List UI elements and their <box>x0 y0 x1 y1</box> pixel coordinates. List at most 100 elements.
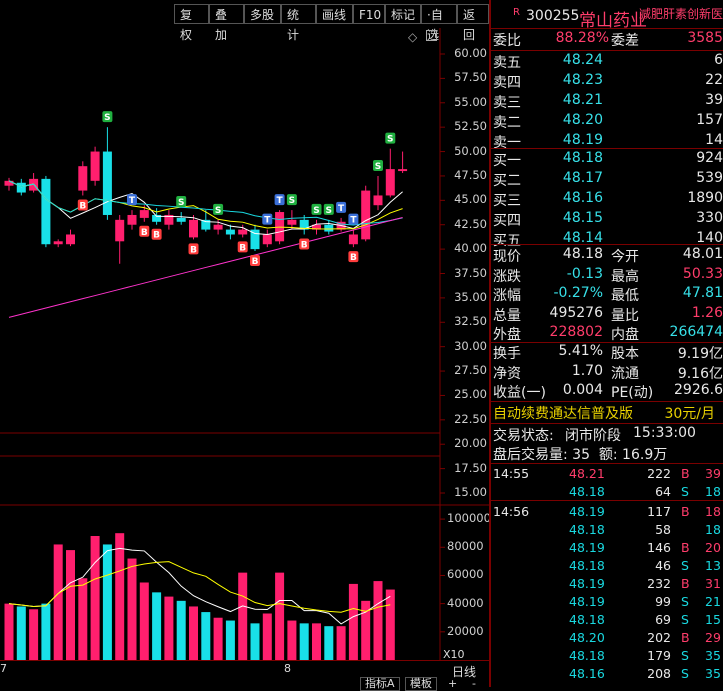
weibi-row: 委比 88.28% 委差 3585 <box>493 30 723 50</box>
price-tick-label: 55.00 <box>454 94 487 109</box>
toolbar-button-biaoji[interactable]: 标记 <box>385 4 421 24</box>
weibi-label: 委比 <box>493 33 521 49</box>
tick-row: 48.19 232 B 31 <box>493 576 723 594</box>
tick-price: 48.19 <box>569 540 605 555</box>
quote-label: 最低 <box>611 288 639 304</box>
trade-status-row: 交易状态: 闭市阶段 15:33:00 <box>493 425 723 445</box>
period-tab-day[interactable]: 日线 <box>452 665 477 679</box>
quote-label: 内盘 <box>611 327 639 343</box>
tick-row: 48.19 99 S 21 <box>493 594 723 612</box>
toolbar-button-tongji[interactable]: 统计 <box>281 4 316 42</box>
square-icon[interactable] <box>426 30 437 41</box>
tick-direction: S <box>681 484 689 499</box>
volume-bar <box>102 544 112 660</box>
tick-row: 48.18 46 S 13 <box>493 558 723 576</box>
price-tick-label: 15.00 <box>454 485 487 499</box>
tick-row: 14:56 48.19 117 B 18 <box>493 504 723 522</box>
toolbar-button-zixuan[interactable]: ·自选 <box>421 4 457 42</box>
tick-volume: 179 <box>647 648 671 663</box>
bid-label: 买三 <box>493 193 521 209</box>
tab-indicator[interactable]: 指标A <box>360 677 400 691</box>
toolbar-button-fanhui[interactable]: 返回 <box>457 4 489 42</box>
ask-row: 卖二 48.20 157 <box>493 112 723 132</box>
volume-bar <box>336 626 346 660</box>
price-tick-label: 57.50 <box>454 70 487 85</box>
volume-bar <box>53 544 63 660</box>
fundamental-label: 换手 <box>493 346 521 362</box>
tick-direction: S <box>681 666 689 681</box>
diamond-icon[interactable]: ◇ <box>408 30 418 44</box>
divider <box>491 244 723 245</box>
tick-row: 48.18 64 S 18 <box>493 484 723 502</box>
toolbar-button-f10[interactable]: F10 <box>353 4 385 24</box>
price-tick-label: 47.50 <box>454 167 487 182</box>
candle-body <box>287 219 297 225</box>
weicha-value: 3585 <box>687 30 723 46</box>
signal-marker-label: S <box>326 206 332 216</box>
fundamental-row: 换手 5.41% 股本 9.19亿 <box>493 343 723 363</box>
toolbar-button-diejia[interactable]: 叠加 <box>209 4 244 42</box>
bid-price: 48.17 <box>562 170 603 186</box>
quote-label: 总量 <box>493 307 521 324</box>
tab-minus[interactable]: - <box>472 677 476 690</box>
ask-volume: 157 <box>696 112 723 128</box>
ad-banner[interactable]: 自动续费通达信普及版 30元/月 <box>493 403 723 423</box>
tab-template[interactable]: 模板 <box>405 677 437 691</box>
volume-bar <box>299 623 309 660</box>
tick-volume: 222 <box>647 466 671 481</box>
ask-row: 卖三 48.21 39 <box>493 92 723 112</box>
price-tick-label: 30.00 <box>454 338 487 353</box>
signal-marker-label: S <box>215 206 221 216</box>
bid-row: 买一 48.18 924 <box>493 150 723 170</box>
quote-label: 涨跌 <box>493 268 521 285</box>
tick-volume: 232 <box>647 576 671 591</box>
volume-bar <box>287 620 297 660</box>
signal-marker-t <box>336 201 347 213</box>
after-hours-row: 盘后交易量: 35 额: 16.9万 <box>493 444 723 464</box>
trade-status-value: 闭市阶段 <box>565 428 621 444</box>
bid-label: 买五 <box>493 233 521 249</box>
volume-tick-label: 60000 <box>447 567 484 582</box>
volume-ma5-line <box>8 547 391 625</box>
toolbar: 复权 叠加 多股 统计 画线 F10 标记 ·自选 返回 <box>0 0 491 42</box>
tick-price: 48.18 <box>569 522 605 537</box>
toolbar-button-duogu[interactable]: 多股 <box>244 4 281 24</box>
ask-label: 卖五 <box>493 55 521 71</box>
signal-marker-s <box>102 111 113 123</box>
tick-price: 48.18 <box>569 648 605 663</box>
tick-price: 48.19 <box>569 576 605 591</box>
signal-marker-label: S <box>313 206 319 216</box>
tab-plus[interactable]: + <box>448 677 458 690</box>
candle-body <box>201 219 211 230</box>
price-tick-label: 25.00 <box>454 387 487 402</box>
fundamental-value: 0.004 <box>562 382 603 398</box>
ask-row: 卖五 48.24 6 <box>493 52 723 72</box>
stock-name: 常山药业 <box>579 11 647 31</box>
volume-bar <box>275 572 285 660</box>
ma20-line <box>8 180 403 226</box>
ask-volume: 6 <box>714 52 723 68</box>
signal-marker-label: S <box>387 135 393 145</box>
toolbar-button-fuquan[interactable]: 复权 <box>174 4 209 42</box>
tick-count: 15 <box>705 612 721 627</box>
bid-row: 买四 48.15 330 <box>493 210 723 230</box>
quote-value: 48.01 <box>682 246 723 262</box>
signal-marker-label: S <box>375 162 381 172</box>
ask-label: 卖四 <box>493 75 521 91</box>
volume-bar <box>189 606 198 660</box>
candle-body <box>78 166 88 191</box>
tick-count: 13 <box>705 558 721 573</box>
stock-header: R 300255 常山药业 减肥肝素创新医 <box>493 2 723 31</box>
ask-volume: 22 <box>705 72 723 88</box>
ask-price: 48.19 <box>562 132 603 148</box>
bid-row: 买五 48.14 140 <box>493 230 723 250</box>
candle-body <box>299 219 309 230</box>
candle-body <box>262 234 272 245</box>
quote-value: 266474 <box>669 324 723 340</box>
tick-direction: B <box>681 630 690 645</box>
bid-price: 48.18 <box>562 150 603 166</box>
volume-bar <box>4 603 14 660</box>
ask-row: 卖四 48.23 22 <box>493 72 723 92</box>
toolbar-button-huaxian[interactable]: 画线 <box>316 4 353 24</box>
